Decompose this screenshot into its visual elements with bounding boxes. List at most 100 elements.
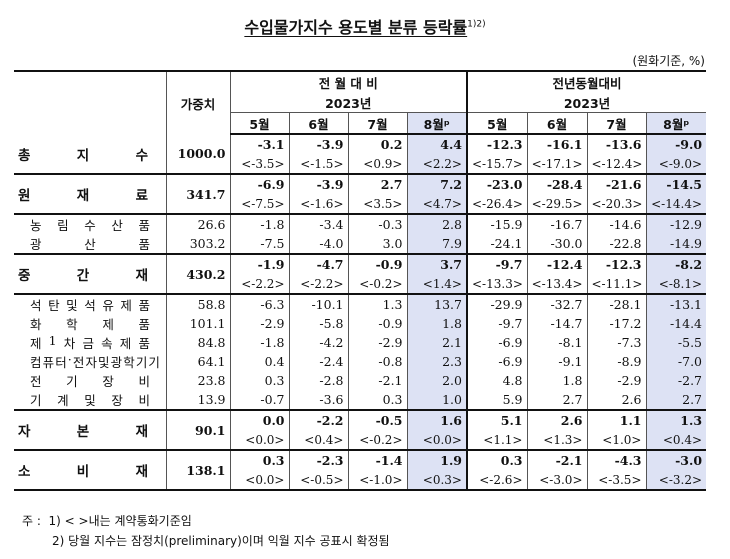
table-row: 전 기 장 비 23.8 0.3 -2.8 -2.1 2.0 4.8 1.8 -2.9 -2.7: [14, 371, 707, 390]
contract-currency-cell: <4.7>: [407, 194, 468, 215]
value-cell: -10.1: [289, 294, 349, 314]
mom-year: 2023년: [230, 92, 468, 113]
value-cell: -21.6: [587, 174, 647, 194]
value-cell: -0.3: [348, 214, 408, 234]
contract-currency-cell: <0.4>: [646, 430, 707, 451]
contract-currency-cell: <-3.0>: [527, 470, 588, 491]
price-index-table: 가중치 전 월 대 비 전년동월대비 2023년 2023년 5월 6월 7월 8월ᵖ…: [14, 70, 707, 491]
value-cell: -12.3: [467, 134, 528, 154]
value-cell: 0.4: [230, 352, 290, 371]
contract-currency-cell: <0.0>: [407, 430, 468, 451]
value-cell: -1.9: [230, 254, 290, 274]
contract-currency-cell: <1.1>: [467, 430, 528, 451]
value-cell: -22.8: [587, 234, 647, 255]
unit-label: (원화기준, %): [632, 54, 705, 68]
table-row: 농 림 수 산 품 26.6 -1.8 -3.4 -0.3 2.8 -15.9 -16.7 -14.6-…: [14, 214, 707, 234]
value-cell: 1.3: [348, 294, 408, 314]
month-header: 6월: [527, 112, 588, 135]
value-cell: -2.2: [289, 410, 349, 430]
row-label: 컴 퓨 터 · 전 자 및 광 학 기 기: [14, 352, 167, 371]
yoy-year: 2023년: [467, 92, 707, 113]
value-cell: -9.7: [467, 254, 528, 274]
weight-cell: 13.9: [166, 390, 231, 411]
value-cell: -17.2: [587, 314, 647, 333]
value-cell: -16.1: [527, 134, 588, 154]
value-cell: 1.8: [407, 314, 468, 333]
value-cell: -8.2: [646, 254, 707, 274]
mom-header: 전 월 대 비: [230, 70, 468, 92]
month-header: 7월: [587, 112, 647, 135]
table-row: 자 본 재 90.1 0.0 -2.2 -0.5 1.6 5.1 2.6 1.1 1.3: [14, 410, 707, 451]
table-row: 원 재 료 341.7 -6.9 -3.9 2.7 7.2 -23.0 -28.4 -21.6 -14…: [14, 174, 707, 215]
value-cell: 2.7: [348, 174, 408, 194]
contract-currency-cell: <-9.0>: [646, 154, 707, 175]
value-cell: -12.9: [646, 214, 707, 234]
contract-currency-cell: <-3.5>: [230, 154, 290, 175]
value-cell: -6.9: [467, 352, 528, 371]
value-cell: 4.4: [407, 134, 468, 154]
weight-cell: 303.2: [166, 234, 231, 255]
value-cell: -6.9: [230, 174, 290, 194]
table-row: 총 지 수 1000.0 -3.1 -3.9 0.2 4.4 -12.3 -16.1 -13.6 -9…: [14, 134, 707, 175]
contract-currency-cell: <-8.1>: [646, 274, 707, 295]
value-cell: 0.3: [348, 390, 408, 411]
table-row: 중 간 재 430.2 -1.9 -4.7 -0.9 3.7 -9.7 -12.4 -12.3 -8.…: [14, 254, 707, 295]
label-header: [14, 70, 167, 134]
contract-currency-cell: <-3.2>: [646, 470, 707, 491]
value-cell: 7.2: [407, 174, 468, 194]
weight-cell: 341.7: [166, 174, 231, 215]
table-row: 광 산 품 303.2 -7.5 -4.0 3.0 7.9 -24.1 -30.0 -22.8 -14…: [14, 234, 707, 255]
value-cell: 2.0: [407, 371, 468, 390]
value-cell: -14.4: [646, 314, 707, 333]
contract-currency-cell: <-13.4>: [527, 274, 588, 295]
value-cell: -6.3: [230, 294, 290, 314]
value-cell: -2.1: [527, 450, 588, 470]
value-cell: -2.4: [289, 352, 349, 371]
table-row: 화 학 제 품 101.1 -2.9 -5.8 -0.9 1.8 -9.7 -14.7 -17.2 -1…: [14, 314, 707, 333]
value-cell: -2.8: [289, 371, 349, 390]
value-cell: 1.6: [407, 410, 468, 430]
value-cell: 1.8: [527, 371, 588, 390]
table-row: 컴 퓨 터 · 전 자 및 광 학 기 기 64.1 0.4 -2.4 -0.8 2.3 -6.9 -9.1 -8.…: [14, 352, 707, 371]
value-cell: -1.8: [230, 214, 290, 234]
value-cell: 7.9: [407, 234, 468, 255]
value-cell: 2.7: [646, 390, 707, 411]
contract-currency-cell: <-13.3>: [467, 274, 528, 295]
contract-currency-cell: <-1.0>: [348, 470, 408, 491]
value-cell: -2.9: [230, 314, 290, 333]
contract-currency-cell: <-7.5>: [230, 194, 290, 215]
value-cell: -28.4: [527, 174, 588, 194]
value-cell: -15.9: [467, 214, 528, 234]
value-cell: -6.9: [467, 333, 528, 352]
value-cell: 0.0: [230, 410, 290, 430]
value-cell: -7.0: [646, 352, 707, 371]
contract-currency-cell: <0.0>: [230, 430, 290, 451]
month-header: 5월: [230, 112, 290, 135]
contract-currency-cell: <-3.5>: [587, 470, 647, 491]
value-cell: 5.1: [467, 410, 528, 430]
value-cell: -14.5: [646, 174, 707, 194]
row-label-text: 컴 퓨 터 · 전 자 및 광 학 기 기: [30, 352, 160, 370]
value-cell: 1.9: [407, 450, 468, 470]
table-row: 소 비 재 138.1 0.3 -2.3 -1.4 1.9 0.3 -2.1 -4.3 -3.0: [14, 450, 707, 491]
weight-cell: 26.6: [166, 214, 231, 234]
value-cell: -7.3: [587, 333, 647, 352]
value-cell: -12.4: [527, 254, 588, 274]
value-cell: -5.5: [646, 333, 707, 352]
table-row: <0.0> <-0.5> <-1.0> <0.3> <-2.6> <-3.0> <-3.5>…: [14, 470, 707, 491]
contract-currency-cell: <2.2>: [407, 154, 468, 175]
contract-currency-cell: <-15.7>: [467, 154, 528, 175]
month-header: 7월: [348, 112, 408, 135]
value-cell: -9.1: [527, 352, 588, 371]
